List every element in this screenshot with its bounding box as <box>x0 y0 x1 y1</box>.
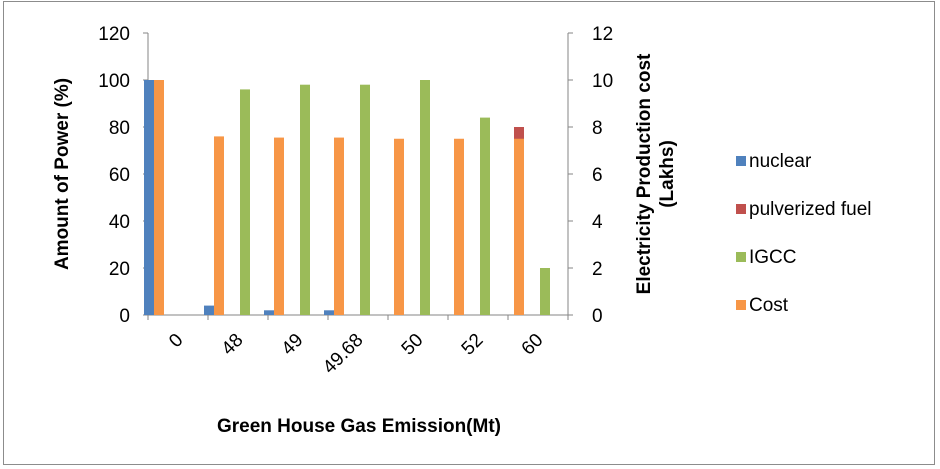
y2-axis-title-line2: (Lakhs) <box>657 140 678 208</box>
bar-cost <box>334 137 344 315</box>
y-tick-label: 80 <box>109 118 130 139</box>
x-tick-label: 50 <box>398 330 428 360</box>
y2-tick-label: 8 <box>592 118 603 139</box>
bar-igcc <box>540 268 550 315</box>
y2-axis-title-line1: Electricity Production cost <box>634 53 655 294</box>
bar-cost <box>394 138 404 315</box>
y2-tick-label: 2 <box>592 259 603 280</box>
x-tick-label: 60 <box>518 330 548 360</box>
legend: nuclear pulverized fuel IGCC Cost <box>736 151 872 316</box>
legend-label: pulverized fuel <box>749 199 872 220</box>
bar-cost <box>274 137 284 315</box>
bar-igcc <box>420 80 430 315</box>
x-tick-label: 52 <box>458 330 488 360</box>
y-tick-label: 40 <box>109 212 130 233</box>
legend-label: IGCC <box>749 247 797 268</box>
legend-label: nuclear <box>749 151 812 172</box>
x-tick-label: 0 <box>165 330 187 352</box>
y2-tick-label: 0 <box>592 306 603 327</box>
bar-cost <box>154 80 164 315</box>
legend-swatch <box>736 300 746 310</box>
legend-label: Cost <box>749 295 789 316</box>
bar-igcc <box>240 89 250 316</box>
y2-tick-label: 4 <box>592 212 603 233</box>
bar-nuclear <box>264 310 274 315</box>
bar-cost <box>454 138 464 315</box>
bar-nuclear <box>204 305 214 315</box>
bar-igcc <box>480 117 490 315</box>
x-tick-label: 49 <box>278 330 308 360</box>
chart-axes <box>143 32 573 320</box>
bar-cost <box>214 136 224 315</box>
y-tick-label: 0 <box>119 306 130 327</box>
y-tick-label: 20 <box>109 259 130 280</box>
y2-tick-label: 12 <box>592 24 613 45</box>
legend-swatch <box>736 156 746 166</box>
y-tick-label: 100 <box>98 71 130 92</box>
y-tick-label: 60 <box>109 165 130 186</box>
bar-cost <box>514 138 524 315</box>
x-axis-title: Green House Gas Emission(Mt) <box>217 416 501 437</box>
chart-bars <box>144 80 550 316</box>
y2-tick-label: 10 <box>592 71 613 92</box>
legend-swatch <box>736 204 746 214</box>
y-axis-title: Amount of Power (%) <box>52 78 73 270</box>
legend-swatch <box>736 252 746 262</box>
x-tick-label: 49.68 <box>319 330 367 378</box>
y-tick-label: 120 <box>98 24 130 45</box>
bar-nuclear <box>324 310 334 315</box>
y2-tick-label: 6 <box>592 165 603 186</box>
x-tick-label: 48 <box>218 330 248 360</box>
bar-igcc <box>300 84 310 315</box>
bar-igcc <box>360 84 370 315</box>
bar-nuclear <box>144 80 154 315</box>
